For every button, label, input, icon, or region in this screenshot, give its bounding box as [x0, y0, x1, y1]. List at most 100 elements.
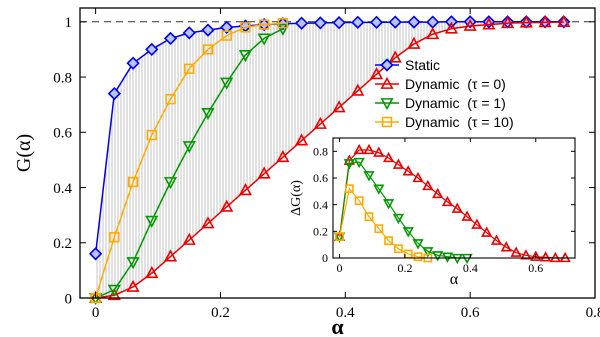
x-tick-label: 0.4 — [463, 261, 478, 275]
data-point — [382, 151, 395, 163]
data-point — [426, 27, 440, 40]
series-dynamic-0- — [89, 14, 571, 303]
data-point — [353, 157, 365, 169]
legend-marker — [380, 76, 394, 89]
data-point — [369, 67, 384, 80]
x-tick-label: 0.2 — [211, 305, 230, 321]
data-point — [332, 100, 346, 113]
data-point — [88, 247, 103, 261]
data-point — [519, 15, 533, 28]
data-point — [510, 246, 522, 257]
y-tick-label: 0.8 — [53, 70, 72, 86]
x-tick-label: 0.6 — [528, 261, 543, 275]
data-point — [353, 143, 365, 155]
data-point — [107, 284, 121, 297]
data-point — [432, 251, 444, 262]
data-point — [351, 15, 365, 29]
data-point — [413, 252, 423, 262]
y-tick-label: 0 — [322, 251, 328, 265]
legend-label: Dynamic (τ = 10) — [405, 114, 514, 130]
data-point — [388, 50, 402, 63]
data-point — [407, 36, 421, 49]
data-point — [444, 21, 458, 34]
data-point — [354, 196, 364, 206]
data-point — [402, 227, 414, 238]
data-point — [145, 265, 159, 279]
data-point — [313, 116, 327, 129]
y-tick-label: 0.2 — [313, 225, 328, 239]
x-tick-label: 0 — [92, 305, 100, 321]
data-point — [422, 179, 434, 191]
y-tick-label: 0 — [65, 291, 73, 307]
series-dynamic-1- — [333, 157, 473, 265]
data-point — [538, 15, 552, 28]
data-point — [343, 159, 355, 170]
data-point — [220, 20, 234, 34]
legend-label: Dynamic (τ = 1) — [405, 95, 506, 111]
main-plot: 0 0.2 0.4 0.6 0.8 0 0.2 0.4 0.6 0.8 1 α G(α) — [13, 7, 600, 337]
y-tick-label: 1 — [65, 15, 73, 31]
data-point — [126, 56, 140, 70]
data-point — [388, 15, 402, 29]
data-point — [145, 215, 159, 228]
data-point — [373, 146, 385, 157]
data-point — [422, 247, 434, 258]
data-point — [163, 249, 178, 262]
data-point — [201, 216, 215, 229]
series-line — [95, 28, 284, 299]
data-point — [201, 108, 215, 121]
legend-entry: Dynamic (τ = 10) — [375, 114, 514, 130]
data-point — [482, 17, 496, 30]
y-tick-label: 0.8 — [313, 145, 328, 159]
data-point — [559, 251, 571, 263]
data-point — [520, 249, 532, 260]
data-point — [313, 16, 327, 30]
data-point — [500, 241, 512, 252]
series-dynamic-10- — [335, 184, 433, 263]
legend-entry: Dynamic (τ = 0) — [375, 76, 506, 92]
data-point — [441, 252, 454, 263]
data-point — [501, 16, 515, 29]
data-point — [257, 33, 271, 46]
data-point — [277, 17, 289, 29]
x-tick-label: 0.6 — [461, 305, 480, 321]
data-point — [276, 149, 290, 163]
data-point — [240, 22, 251, 33]
data-point — [557, 15, 571, 29]
data-point — [382, 199, 395, 210]
legend-entry: Static — [375, 57, 440, 73]
y-tick-label: 0.4 — [53, 181, 72, 197]
data-point — [257, 166, 271, 179]
data-point — [412, 171, 424, 183]
data-point — [163, 31, 178, 46]
data-point — [145, 42, 159, 57]
data-point — [109, 232, 120, 243]
data-point — [481, 226, 493, 237]
data-point — [451, 253, 463, 265]
inset-plot: 0 0.2 0.4 0.6 0 0.2 0.4 0.6 0.8 α ΔG(α) — [289, 137, 576, 288]
legend-label: Static — [405, 57, 440, 73]
x-tick-label: 0.2 — [397, 261, 412, 275]
x-axis-label: α — [331, 314, 344, 337]
data-point — [374, 224, 384, 234]
data-point — [451, 202, 463, 213]
data-point — [384, 236, 393, 246]
data-point — [163, 177, 178, 190]
inset-background — [333, 138, 575, 258]
legend: Static Dynamic (τ = 0) Dynamic (τ = 1) Dyna… — [375, 57, 514, 130]
data-point — [394, 244, 403, 254]
data-point — [463, 18, 477, 31]
data-point — [107, 86, 121, 101]
data-point — [221, 30, 232, 41]
y-axis-label: G(α) — [13, 134, 35, 172]
data-point — [364, 212, 374, 222]
data-point — [127, 176, 139, 188]
data-point — [461, 210, 473, 221]
series-dynamic-0- — [333, 143, 571, 263]
series-line — [338, 187, 428, 259]
x-tick-label: 0.8 — [586, 305, 600, 321]
y-tick-label: 0.6 — [313, 171, 328, 185]
x-tick-label: 0 — [337, 261, 343, 275]
data-point — [201, 23, 215, 37]
